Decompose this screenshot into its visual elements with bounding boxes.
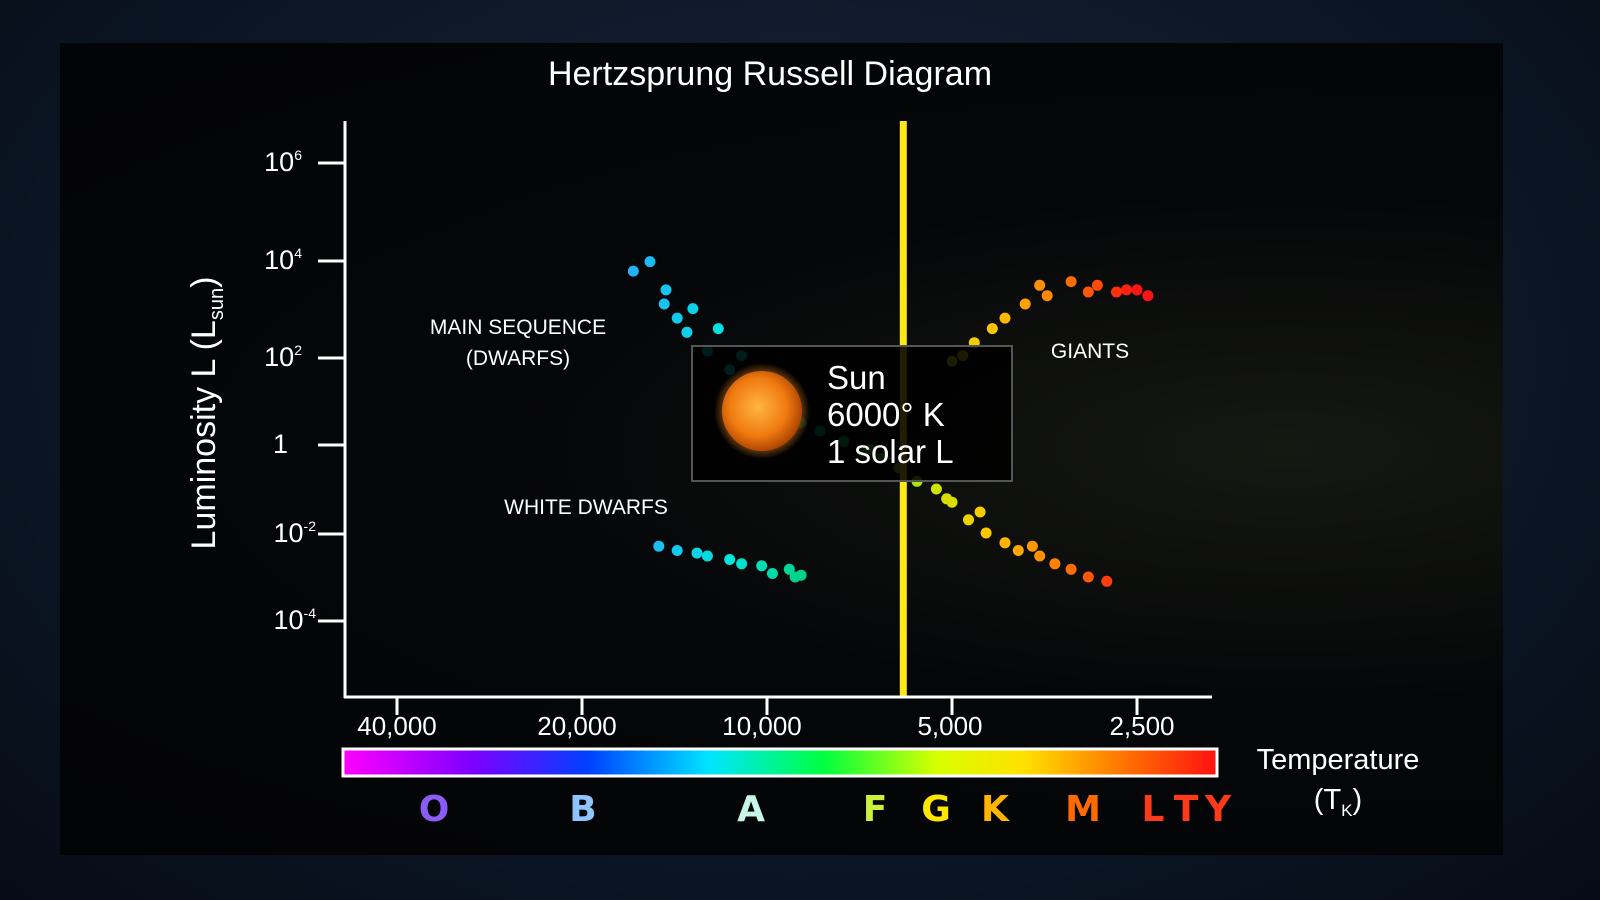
- star-point: [1034, 279, 1046, 291]
- star-point: [1111, 286, 1122, 298]
- x-axis-label: Temperature: [1257, 744, 1420, 776]
- star-point: [671, 312, 683, 324]
- sun-temperature: 6000° K: [827, 396, 945, 433]
- star-point: [1041, 290, 1053, 302]
- star-point: [1019, 298, 1031, 310]
- star-point: [783, 563, 795, 575]
- star-point: [1049, 558, 1061, 570]
- spectral-class-o: O: [419, 789, 450, 830]
- star-point: [660, 284, 672, 296]
- star-point: [687, 303, 699, 315]
- spectral-class-b: B: [569, 789, 596, 830]
- star-point: [963, 514, 974, 526]
- spectral-class-g: G: [921, 789, 951, 830]
- star-point: [941, 493, 953, 505]
- star-point: [736, 558, 748, 570]
- x-tick-label: 20,000: [537, 711, 617, 741]
- sun-luminosity: 1 solar L: [827, 433, 954, 470]
- star-point: [658, 298, 670, 310]
- star-point: [1034, 550, 1046, 562]
- region-labels: MAIN SEQUENCE (DWARFS) GIANTS WHITE DWAR…: [430, 316, 1129, 519]
- spectral-class-k: K: [981, 789, 1010, 830]
- main-sequence-label: MAIN SEQUENCE: [430, 316, 606, 339]
- y-tick-labels: 106 104 102 1 10-2 10-4: [264, 147, 316, 635]
- chart-title: Hertzsprung Russell Diagram: [548, 55, 992, 93]
- main-sequence-sublabel: (DWARFS): [466, 347, 570, 370]
- x-axis-label-unit: (TK): [1314, 784, 1362, 820]
- spectral-class-y: Y: [1204, 789, 1232, 830]
- star-point: [986, 323, 998, 335]
- star-point: [691, 547, 703, 559]
- star-point: [1121, 284, 1132, 296]
- y-tick-label: 106: [264, 147, 302, 177]
- spectral-class-m: M: [1065, 789, 1101, 830]
- hr-diagram-chart: Hertzsprung Russell Diagram 106 10: [185, 55, 1420, 830]
- star-point: [980, 527, 992, 539]
- star-point: [1026, 540, 1038, 552]
- spectral-class-t: T: [1174, 789, 1199, 830]
- star-point: [627, 265, 639, 277]
- star-point: [671, 545, 683, 556]
- y-tick-label: 104: [264, 245, 302, 275]
- star-point: [653, 540, 665, 552]
- axes: [318, 121, 1212, 715]
- star-point: [1082, 286, 1094, 298]
- y-axis-label: Luminosity L (Lsun): [185, 277, 228, 550]
- x-tick-label: 40,000: [357, 711, 437, 741]
- star-point: [712, 323, 724, 335]
- y-tick-label: 10-2: [274, 518, 317, 548]
- star-point: [766, 568, 778, 579]
- star-point: [1065, 563, 1077, 575]
- star-point: [1101, 575, 1113, 587]
- star-point: [701, 550, 713, 562]
- y-tick-label: 102: [264, 342, 302, 372]
- x-tick-label: 2,500: [1109, 711, 1174, 741]
- x-tick-labels: 40,000 20,000 10,000 5,000 2,500: [357, 711, 1174, 741]
- star-point: [681, 326, 693, 338]
- giants-label: GIANTS: [1051, 340, 1129, 363]
- star-point: [756, 560, 768, 572]
- star-point: [1012, 545, 1024, 556]
- spectral-class-f: F: [863, 789, 888, 830]
- star-point: [930, 483, 942, 495]
- white-dwarfs-label: WHITE DWARFS: [504, 496, 668, 519]
- star-point: [999, 537, 1011, 549]
- star-point: [644, 256, 656, 268]
- temperature-spectrum-bar: [341, 747, 1219, 778]
- spectral-class-l: L: [1142, 789, 1165, 830]
- x-tick-label: 10,000: [722, 711, 802, 741]
- star-point: [795, 569, 807, 581]
- star-point: [999, 312, 1011, 324]
- star-point: [1142, 290, 1154, 302]
- star-point: [1131, 284, 1143, 296]
- star-point: [724, 554, 736, 565]
- y-tick-label: 1: [273, 429, 288, 459]
- spectral-class-a: A: [737, 789, 765, 830]
- x-tick-label: 5,000: [917, 711, 982, 741]
- y-tick-label: 10-4: [274, 605, 317, 635]
- sun-info-box: Sun 6000° K 1 solar L: [691, 345, 1013, 482]
- spectral-classes: O B A F G K M L T Y: [419, 789, 1232, 830]
- star-point: [974, 506, 986, 518]
- sun-icon: [722, 371, 802, 451]
- star-point: [1091, 279, 1103, 291]
- star-point: [1082, 571, 1094, 583]
- sun-name: Sun: [827, 359, 886, 396]
- hr-diagram-panel: Hertzsprung Russell Diagram 106 10: [60, 43, 1503, 855]
- star-point: [1065, 276, 1077, 288]
